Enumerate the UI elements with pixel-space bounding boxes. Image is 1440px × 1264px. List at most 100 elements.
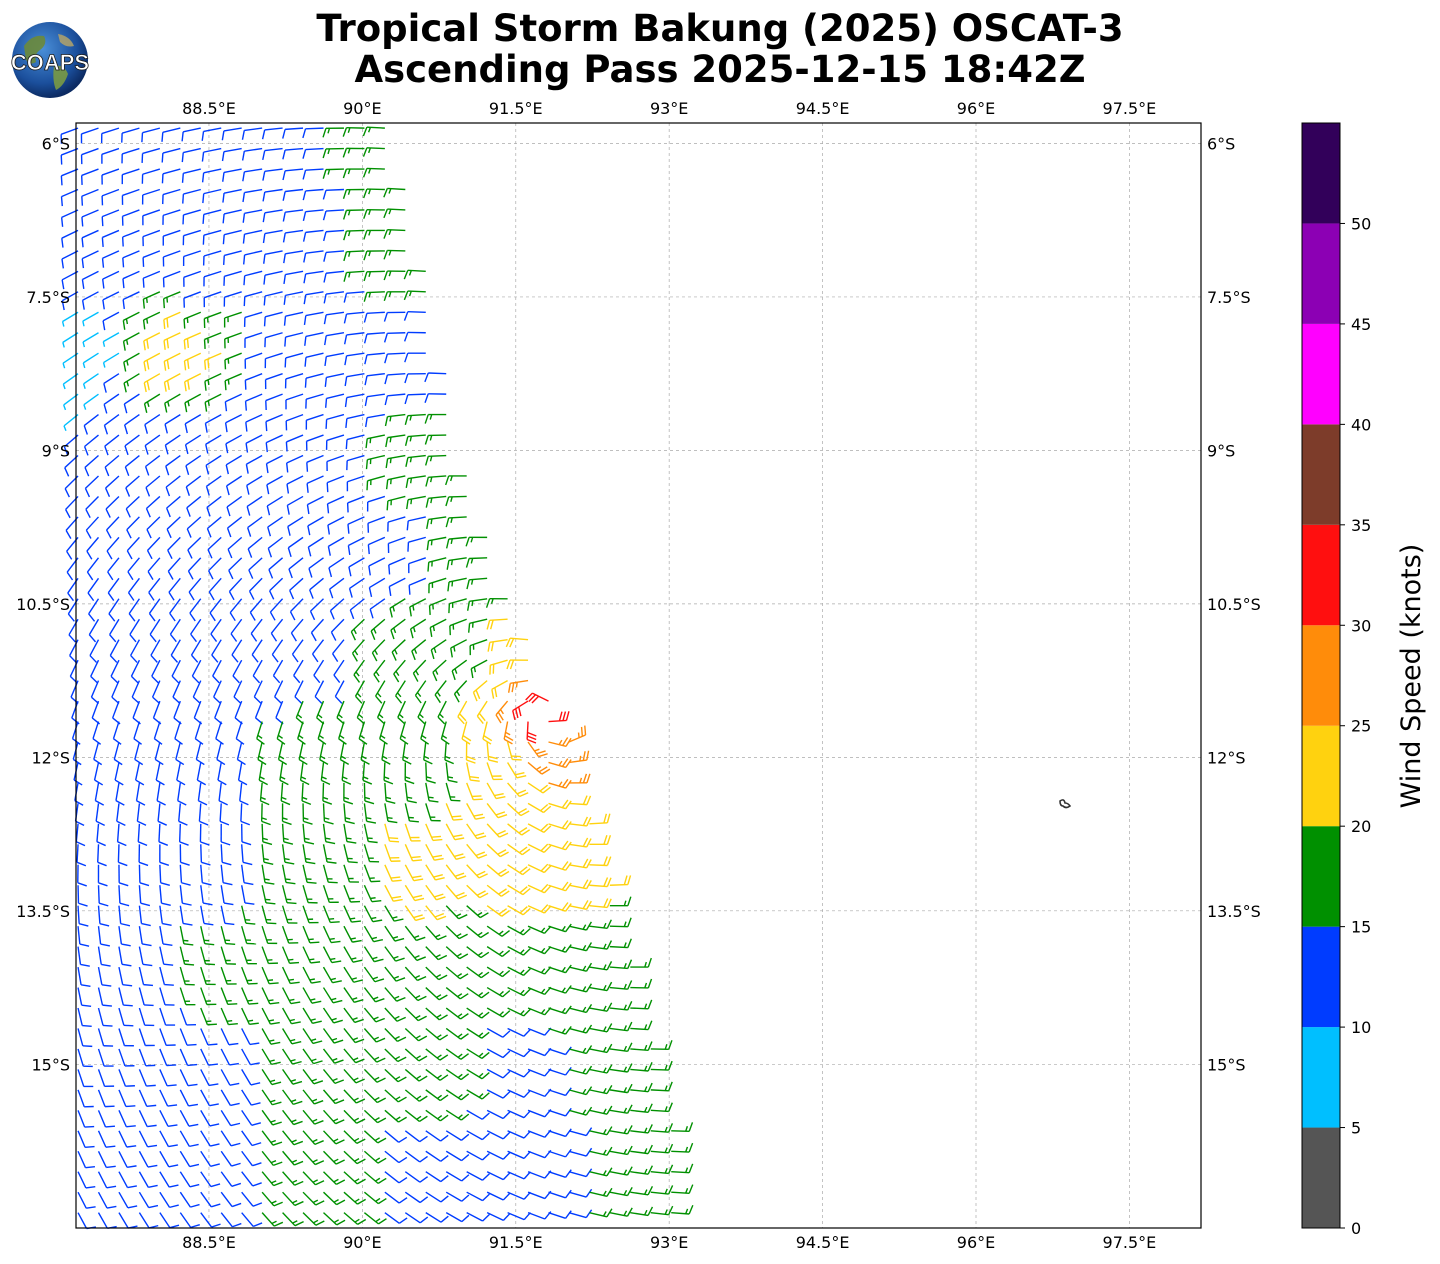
barb-feather <box>184 381 187 392</box>
barb-half-feather <box>372 956 378 960</box>
wind-barb <box>650 1060 673 1071</box>
barb-staff <box>87 577 100 594</box>
barb-staff <box>81 250 99 260</box>
barb-half-feather <box>415 670 420 676</box>
wind-barb <box>117 844 128 867</box>
wind-barb <box>425 1150 449 1162</box>
wind-barb <box>159 987 175 1006</box>
barb-feather <box>565 1148 572 1158</box>
barb-feather <box>335 1139 345 1145</box>
wind-barb <box>302 229 324 242</box>
barb-staff <box>363 1028 377 1043</box>
barb-half-feather <box>416 1095 422 1100</box>
barb-half-feather <box>623 942 627 948</box>
barb-feather <box>347 545 351 556</box>
barb-staff <box>152 700 161 719</box>
barb-staff <box>97 946 102 965</box>
wind-barb <box>322 782 333 805</box>
wind-barb <box>440 721 450 745</box>
barb-half-feather <box>331 997 337 1001</box>
wind-barb <box>384 1130 408 1143</box>
barb-staff <box>128 598 140 614</box>
wind-barb <box>196 762 207 786</box>
barb-feather <box>323 293 327 304</box>
barb-half-feather <box>408 270 412 276</box>
barb-staff <box>77 1089 85 1108</box>
wind-barb <box>507 1150 531 1160</box>
barb-feather <box>322 169 327 179</box>
barb-staff <box>302 1007 314 1024</box>
wind-barb <box>347 536 365 556</box>
barb-feather <box>229 612 236 622</box>
wind-barb <box>313 659 325 684</box>
wind-barb <box>568 1086 593 1096</box>
barb-staff <box>185 434 202 446</box>
barb-staff <box>305 209 324 213</box>
colorbar-tick-label: 40 <box>1351 415 1371 434</box>
barb-staff <box>236 741 243 760</box>
wind-barb <box>344 352 365 366</box>
barb-feather <box>291 1041 302 1045</box>
barb-half-feather <box>353 1117 360 1122</box>
barb-feather <box>102 299 105 310</box>
barb-half-feather <box>373 1016 379 1020</box>
barb-feather <box>482 1173 490 1181</box>
wind-barb <box>343 250 365 262</box>
barb-half-feather <box>392 916 398 919</box>
map-frame <box>75 122 1202 1229</box>
wind-barb <box>224 332 242 349</box>
barb-half-feather <box>258 755 264 760</box>
barb-feather <box>267 526 272 537</box>
barb-feather <box>183 319 186 329</box>
barb-staff <box>124 434 140 447</box>
barb-feather <box>475 851 486 857</box>
barb-feather <box>84 488 91 498</box>
barb-half-feather <box>331 1037 338 1041</box>
wind-barb <box>144 414 161 434</box>
barb-staff <box>282 1130 295 1146</box>
wind-barb <box>60 188 79 207</box>
barb-staff <box>466 1191 483 1202</box>
wind-barb <box>202 188 222 204</box>
barb-half-feather <box>300 776 307 780</box>
barb-staff <box>290 618 304 634</box>
wind-barb <box>187 536 202 559</box>
barb-staff <box>165 475 181 488</box>
barb-staff <box>191 659 202 677</box>
barb-staff <box>404 1212 421 1224</box>
barb-staff <box>330 618 345 633</box>
barb-staff <box>411 639 427 652</box>
wind-barb <box>383 208 406 219</box>
barb-staff <box>96 823 100 842</box>
colorbar-bin <box>1302 323 1340 425</box>
barb-feather <box>186 507 191 517</box>
wind-barb <box>671 1204 694 1215</box>
barb-staff <box>281 946 291 964</box>
barb-staff <box>75 823 79 842</box>
wind-barb <box>261 1130 283 1146</box>
barb-staff <box>204 311 222 320</box>
barb-staff <box>82 352 99 364</box>
wind-barb <box>290 618 304 642</box>
wind-barb <box>302 168 324 180</box>
barb-staff <box>282 1212 296 1227</box>
wind-barb <box>241 1109 262 1126</box>
wind-barb <box>262 168 283 181</box>
colorbar-frame <box>1301 122 1341 1229</box>
wind-barb <box>282 127 304 139</box>
wind-barb <box>425 1048 449 1061</box>
wind-barb <box>466 1171 490 1181</box>
barb-half-feather <box>271 1200 277 1204</box>
barb-feather <box>357 1218 367 1225</box>
barb-feather <box>603 877 609 887</box>
barb-staff <box>266 454 283 465</box>
barb-half-feather <box>505 731 511 736</box>
barb-staff <box>77 905 80 924</box>
wind-barb <box>138 1048 156 1067</box>
barb-staff <box>183 188 201 195</box>
wind-barb <box>228 577 243 601</box>
barb-staff <box>527 802 544 814</box>
wind-barb <box>184 413 202 434</box>
barb-half-feather <box>285 878 291 881</box>
wind-barb <box>138 966 154 987</box>
